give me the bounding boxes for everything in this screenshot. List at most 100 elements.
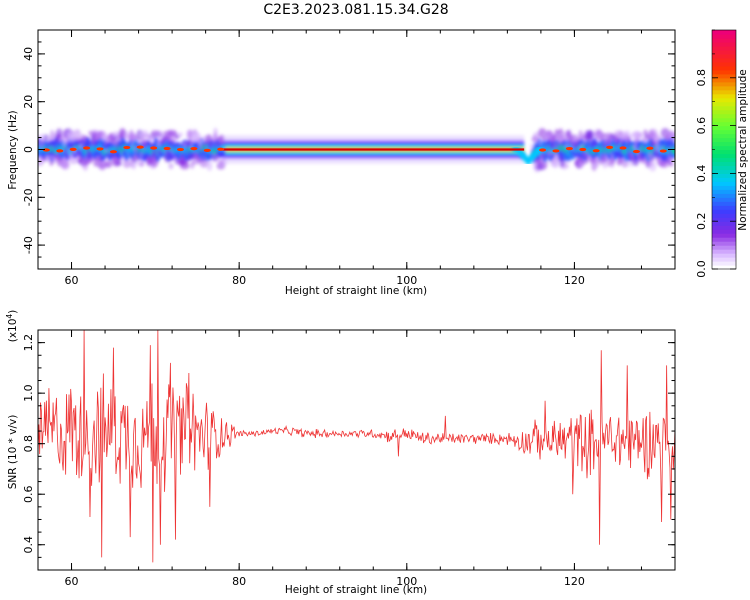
spectrogram-x-axis-label: Height of straight line (km)	[285, 285, 427, 297]
colorbar-strip	[712, 109, 736, 115]
snr-ticks: 60 80 100 120 0.4 0.6 0.8 1.0 1.2	[22, 329, 676, 588]
colorbar-strip	[712, 41, 736, 47]
ridge-speckle	[643, 129, 648, 137]
ridge-speckle	[551, 158, 560, 169]
ridge-speckle	[114, 161, 122, 167]
ridge-peak	[565, 146, 573, 151]
ridge-speckle	[648, 160, 657, 172]
snr-y-tick-label: 1.2	[22, 334, 35, 352]
colorbar-strip	[712, 77, 736, 83]
ridge-peak	[96, 147, 104, 151]
colorbar-strip	[712, 145, 736, 151]
ridge-speckle	[139, 161, 144, 167]
ridge-speckle	[218, 158, 228, 167]
colorbar-strip	[712, 45, 736, 51]
colorbar-strip	[712, 133, 736, 139]
colorbar-strip	[712, 205, 736, 210]
ridge-speckle	[98, 164, 106, 169]
ridge-speckle	[168, 129, 178, 137]
colorbar-strip	[712, 53, 736, 59]
ridge-peak	[176, 147, 184, 152]
snr-y-axis-label: SNR (10 * v/v)	[7, 415, 19, 490]
ridge-speckle	[668, 162, 674, 167]
colorbar-strip	[712, 81, 736, 87]
colorbar-strip	[712, 49, 736, 55]
spectrogram-x-tick-label: 80	[232, 274, 246, 287]
colorbar-strip	[712, 61, 736, 67]
ridge-peak	[69, 147, 77, 151]
spectrogram-ticks: 60 80 100 120 40 20 0 -20 -40	[22, 29, 676, 287]
colorbar-strip	[712, 33, 736, 39]
snr-x-tick-label: 80	[232, 575, 246, 588]
snr-line	[38, 330, 675, 563]
spectrogram-panel: 60 80 100 120 40 20 0 -20 -40 Height of straight…	[7, 29, 676, 297]
ridge-core	[671, 147, 675, 154]
ridge-peak	[109, 150, 117, 154]
colorbar-strip	[712, 241, 736, 246]
colorbar-strip	[712, 30, 736, 35]
spectrogram-y-tick-label: -40	[22, 236, 35, 254]
colorbar-strip	[712, 57, 736, 63]
ridge-peak	[659, 149, 667, 153]
ridge-peak	[592, 149, 600, 153]
colorbar-strip	[712, 113, 736, 119]
colorbar-strip	[712, 177, 736, 182]
colorbar-strip	[712, 233, 736, 238]
snr-x-tick-label: 120	[564, 575, 585, 588]
snr-y-tick-label: 1.0	[22, 384, 35, 402]
snr-y-tick-label: 0.6	[22, 485, 35, 503]
ridge-peak	[123, 145, 131, 150]
ridge-peak	[579, 147, 587, 152]
colorbar-strip	[712, 249, 736, 254]
ridge-peak	[163, 146, 171, 151]
ridge-speckle	[49, 129, 55, 141]
colorbar-strip	[712, 173, 736, 178]
colorbar-tick-label: 0.4	[695, 165, 708, 183]
colorbar-label: Normalized spectral amplitude	[737, 69, 749, 230]
figure-title: C2E3.2023.081.15.34.G28	[263, 2, 448, 18]
colorbar-strip	[712, 261, 736, 266]
colorbar-strip	[712, 169, 736, 174]
ridge-peak	[217, 147, 225, 151]
spectrogram-y-tick-label: 20	[22, 95, 35, 109]
ridge-peak	[56, 149, 64, 153]
ridge-speckle	[591, 161, 600, 169]
colorbar-strip	[712, 137, 736, 143]
ridge-speckle	[177, 132, 183, 138]
ridge-speckle	[131, 162, 137, 170]
snr-x-axis-label: Height of straight line (km)	[285, 584, 427, 596]
colorbar-strip	[712, 121, 736, 127]
spectrogram-x-tick-label: 120	[564, 274, 585, 287]
colorbar-strip	[712, 73, 736, 79]
colorbar-strip	[712, 181, 736, 186]
ridge-peak	[606, 145, 614, 149]
ridge-speckle	[668, 131, 675, 142]
colorbar-strip	[712, 97, 736, 103]
spectrogram-y-tick-label: 0	[22, 146, 35, 153]
colorbar-strip	[712, 89, 736, 95]
ridge-peak	[632, 149, 640, 154]
colorbar-strip	[712, 85, 736, 91]
snr-y-multiplier: (x104)	[5, 310, 19, 343]
colorbar-strip	[712, 105, 736, 111]
ridge-peak	[150, 146, 158, 150]
snr-y-tick-label: 0.4	[22, 536, 35, 554]
ridge-speckle	[168, 162, 174, 170]
colorbar-strip	[712, 101, 736, 107]
colorbar-strip	[712, 161, 736, 167]
colorbar-strip	[712, 37, 736, 43]
colorbar-strip	[712, 265, 736, 270]
ridge-speckle	[104, 160, 113, 168]
colorbar-strip	[712, 201, 736, 206]
colorbar-strip	[712, 237, 736, 242]
ridge-peak	[552, 149, 560, 153]
colorbar-strip	[712, 221, 736, 226]
ridge-peak	[203, 148, 211, 152]
colorbar-strip	[712, 193, 736, 198]
colorbar-tick-label: 0.0	[695, 260, 708, 278]
ridge-speckle	[602, 160, 608, 169]
ridge-peak	[619, 146, 627, 150]
ridge-peak	[190, 147, 198, 151]
colorbar-strip	[712, 185, 736, 190]
